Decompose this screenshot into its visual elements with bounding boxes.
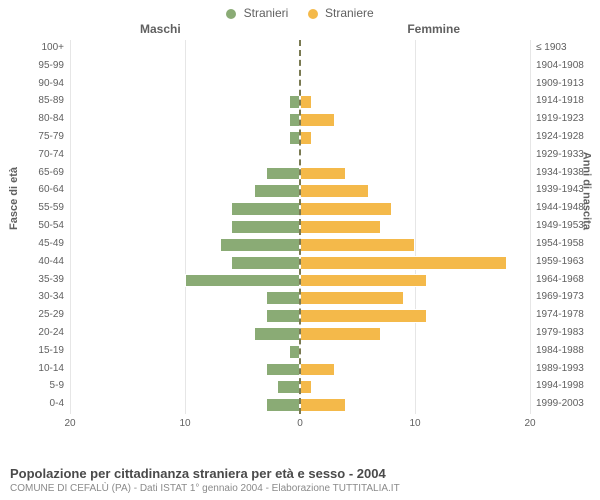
birth-year-label: ≤ 1903: [530, 40, 567, 56]
birth-year-label: 1909-1913: [530, 76, 584, 92]
bar-female: [300, 291, 404, 305]
birth-year-label: 1914-1918: [530, 93, 584, 109]
x-tick-label: 0: [297, 418, 303, 429]
birth-year-label: 1964-1968: [530, 272, 584, 288]
age-label: 15-19: [38, 343, 70, 359]
bar-female: [300, 95, 312, 109]
center-axis-line: [299, 40, 301, 414]
x-tick-label: 10: [179, 418, 190, 429]
birth-year-label: 1929-1933: [530, 147, 584, 163]
birth-year-label: 1989-1993: [530, 361, 584, 377]
age-label: 85-89: [38, 93, 70, 109]
bar-female: [300, 220, 381, 234]
bar-male: [231, 220, 300, 234]
chart-subtitle: COMUNE DI CEFALÙ (PA) - Dati ISTAT 1° ge…: [10, 483, 590, 494]
bar-male: [266, 291, 301, 305]
birth-year-label: 1994-1998: [530, 378, 584, 394]
age-label: 60-64: [38, 182, 70, 198]
age-label: 20-24: [38, 325, 70, 341]
age-label: 45-49: [38, 236, 70, 252]
age-label: 95-99: [38, 58, 70, 74]
birth-year-label: 1924-1928: [530, 129, 584, 145]
bar-male: [266, 398, 301, 412]
bar-male: [277, 380, 300, 394]
legend-item-female: Straniere: [308, 6, 374, 20]
birth-year-label: 1979-1983: [530, 325, 584, 341]
bar-female: [300, 380, 312, 394]
bar-female: [300, 363, 335, 377]
age-label: 80-84: [38, 111, 70, 127]
bar-female: [300, 327, 381, 341]
x-tick-label: 20: [64, 418, 75, 429]
bar-female: [300, 202, 392, 216]
birth-year-label: 1974-1978: [530, 307, 584, 323]
age-label: 70-74: [38, 147, 70, 163]
bar-male: [266, 167, 301, 181]
age-label: 75-79: [38, 129, 70, 145]
legend-label-female: Straniere: [325, 6, 374, 20]
legend-label-male: Stranieri: [244, 6, 289, 20]
age-label: 30-34: [38, 289, 70, 305]
birth-year-label: 1934-1938: [530, 165, 584, 181]
x-tick-label: 20: [524, 418, 535, 429]
legend-swatch-male: [226, 9, 236, 19]
bar-male: [266, 363, 301, 377]
bar-female: [300, 256, 507, 270]
x-axis: 201001020: [70, 414, 530, 436]
plot-area: 100+≤ 190395-991904-190890-941909-191385…: [70, 40, 530, 436]
birth-year-label: 1984-1988: [530, 343, 584, 359]
legend-item-male: Stranieri: [226, 6, 288, 20]
bar-male: [254, 327, 300, 341]
legend: Stranieri Straniere: [0, 0, 600, 22]
bar-female: [300, 398, 346, 412]
chart-footer: Popolazione per cittadinanza straniera p…: [10, 466, 590, 494]
age-label: 25-29: [38, 307, 70, 323]
age-label: 40-44: [38, 254, 70, 270]
birth-year-label: 1904-1908: [530, 58, 584, 74]
chart-title: Popolazione per cittadinanza straniera p…: [10, 466, 590, 481]
age-label: 50-54: [38, 218, 70, 234]
age-label: 55-59: [38, 200, 70, 216]
bar-female: [300, 113, 335, 127]
bar-female: [300, 274, 427, 288]
bar-male: [266, 309, 301, 323]
birth-year-label: 1949-1953: [530, 218, 584, 234]
bar-female: [300, 309, 427, 323]
chart-container: Stranieri Straniere Maschi Femmine Fasce…: [0, 0, 600, 500]
birth-year-label: 1959-1963: [530, 254, 584, 270]
bar-male: [231, 202, 300, 216]
age-label: 100+: [41, 40, 70, 56]
age-label: 35-39: [38, 272, 70, 288]
birth-year-label: 1969-1973: [530, 289, 584, 305]
age-label: 90-94: [38, 76, 70, 92]
birth-year-label: 1954-1958: [530, 236, 584, 252]
age-label: 5-9: [50, 378, 70, 394]
bar-male: [254, 184, 300, 198]
bar-male: [220, 238, 301, 252]
bar-male: [231, 256, 300, 270]
column-title-male: Maschi: [140, 22, 181, 36]
yaxis-left-title: Fasce di età: [8, 167, 20, 230]
column-titles: Maschi Femmine: [0, 22, 600, 40]
birth-year-label: 1999-2003: [530, 396, 584, 412]
birth-year-label: 1944-1948: [530, 200, 584, 216]
bar-female: [300, 238, 415, 252]
bar-female: [300, 131, 312, 145]
age-label: 65-69: [38, 165, 70, 181]
birth-year-label: 1939-1943: [530, 182, 584, 198]
bar-male: [185, 274, 300, 288]
bar-female: [300, 184, 369, 198]
age-label: 10-14: [38, 361, 70, 377]
bar-female: [300, 167, 346, 181]
x-tick-label: 10: [409, 418, 420, 429]
age-label: 0-4: [50, 396, 70, 412]
birth-year-label: 1919-1923: [530, 111, 584, 127]
legend-swatch-female: [308, 9, 318, 19]
column-title-female: Femmine: [407, 22, 460, 36]
